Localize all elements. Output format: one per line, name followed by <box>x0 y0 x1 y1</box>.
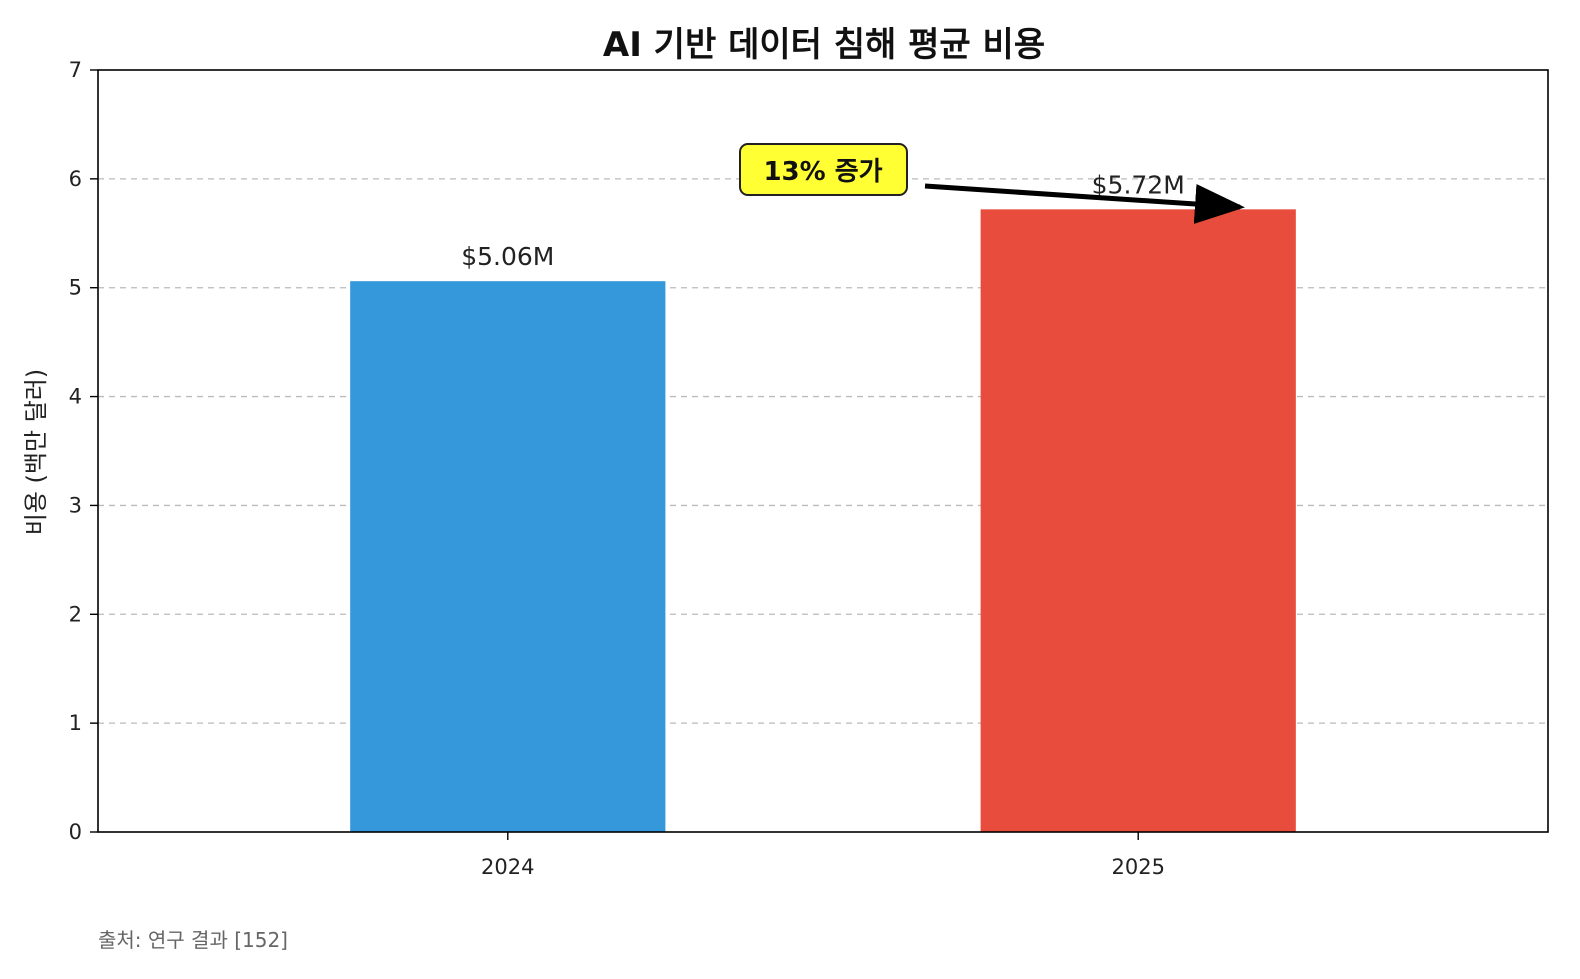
plot-border <box>97 69 1549 833</box>
plot-frame <box>97 69 1549 833</box>
y-tick-label: 6 <box>69 167 82 191</box>
annotation-box <box>739 143 908 196</box>
x-tick-label: 2024 <box>481 855 534 879</box>
chart-title: AI 기반 데이터 침해 평균 비용 <box>603 25 1045 65</box>
y-tick-label: 7 <box>69 58 82 82</box>
y-tick-label: 0 <box>69 820 82 844</box>
data-label: $5.06M <box>461 242 554 271</box>
bar <box>980 209 1296 832</box>
bars <box>350 209 1296 832</box>
x-tick-label: 2025 <box>1111 855 1164 879</box>
grid-lines <box>98 178 1548 724</box>
annotation: 13% 증가 <box>739 143 1245 224</box>
source-note: 출처: 연구 결과 [152] <box>98 928 288 952</box>
y-tick-label: 5 <box>69 276 82 300</box>
annotation-arrow <box>924 183 1245 224</box>
data-labels: $5.06M $5.72M <box>461 170 1185 271</box>
y-tick-label: 4 <box>69 385 82 409</box>
data-label: $5.72M <box>1092 170 1185 199</box>
bar <box>350 281 666 832</box>
annotation-text: 13% 증가 <box>763 157 882 187</box>
y-tick-label: 3 <box>69 493 82 517</box>
y-axis-title: 비용 (백만 달러) <box>22 369 50 535</box>
y-tick-label: 2 <box>69 602 82 626</box>
y-axis: 0 1 2 3 4 5 6 7 <box>69 58 98 844</box>
y-tick-label: 1 <box>69 711 82 735</box>
x-axis: 2024 2025 <box>481 832 1165 879</box>
